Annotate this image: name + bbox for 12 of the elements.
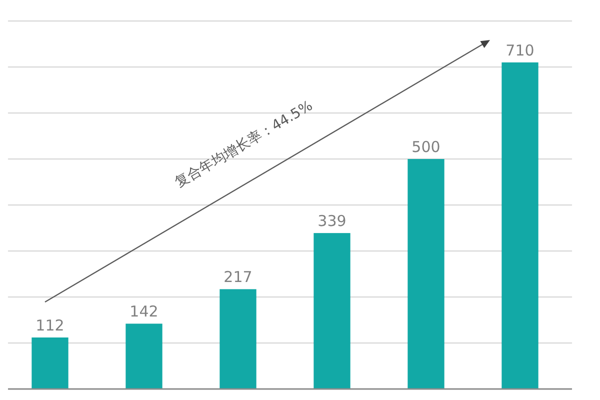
bar [220, 289, 256, 389]
bar [32, 337, 68, 389]
bar [502, 62, 538, 389]
data-label: 217 [224, 268, 252, 286]
data-label: 500 [412, 138, 440, 156]
data-label: 142 [130, 302, 158, 321]
data-label: 112 [36, 316, 64, 334]
data-label: 710 [506, 41, 534, 60]
bar [126, 324, 162, 389]
data-label: 339 [318, 212, 346, 230]
bar [408, 159, 444, 389]
bar [314, 233, 350, 389]
